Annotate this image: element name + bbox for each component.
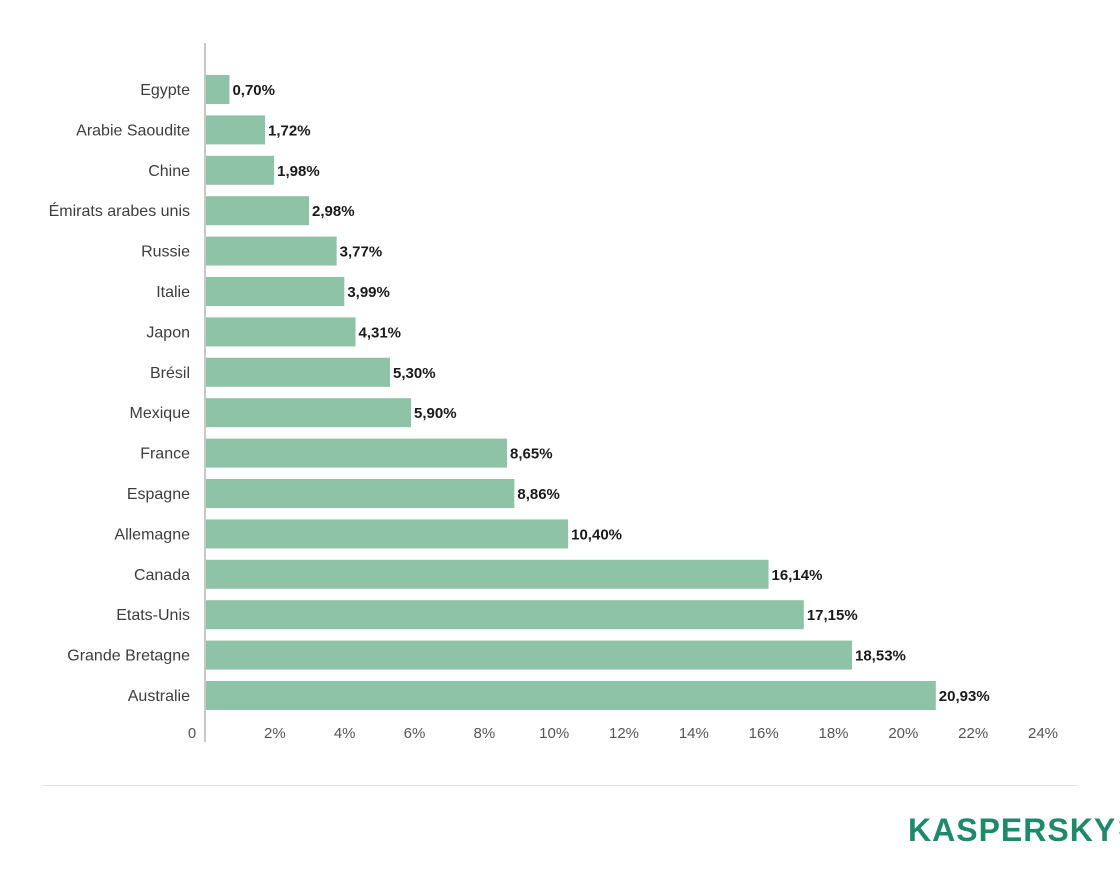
- category-label: Émirats arabes unis: [49, 201, 190, 220]
- x-tick-label: 14%: [679, 725, 709, 742]
- category-label: Mexique: [130, 405, 191, 422]
- value-label: 5,30%: [393, 365, 436, 382]
- x-tick-label: 20%: [888, 725, 918, 742]
- category-label: Australie: [128, 688, 190, 705]
- category-label: France: [140, 446, 190, 463]
- bar-4: [206, 236, 337, 266]
- x-tick-label: 16%: [749, 725, 779, 742]
- value-label: 3,99%: [347, 284, 390, 301]
- bar-12: [206, 559, 769, 589]
- bar-11: [206, 519, 569, 549]
- x-tick-label: 2%: [264, 725, 286, 742]
- category-label: Japon: [146, 324, 190, 341]
- value-label: 1,72%: [268, 122, 311, 139]
- category-label: Allemagne: [114, 526, 190, 543]
- bar-0: [206, 75, 230, 104]
- footer-divider: [42, 785, 1078, 786]
- bar-3: [206, 196, 310, 226]
- category-label: Brésil: [150, 365, 190, 382]
- x-tick-label: 10%: [539, 725, 569, 742]
- category-label: Espagne: [127, 486, 190, 503]
- x-tick-label: 0: [188, 725, 196, 742]
- x-tick-label: 4%: [334, 725, 356, 742]
- bar-2: [206, 155, 275, 185]
- value-label: 0,70%: [232, 82, 275, 99]
- category-label: Egypte: [140, 82, 190, 99]
- value-label: 10,40%: [571, 526, 622, 543]
- value-label: 8,86%: [517, 486, 560, 503]
- value-label: 20,93%: [939, 688, 990, 705]
- value-label: 2,98%: [312, 203, 355, 220]
- bar-6: [206, 317, 356, 347]
- value-label: 4,31%: [358, 324, 401, 341]
- category-label: Chine: [148, 163, 190, 180]
- category-label: Etats-Unis: [116, 607, 190, 624]
- value-label: 8,65%: [510, 446, 553, 463]
- x-tick-label: 6%: [404, 725, 426, 742]
- value-label: 16,14%: [772, 567, 823, 584]
- x-tick-label: 18%: [818, 725, 848, 742]
- value-label: 5,90%: [414, 405, 457, 422]
- category-label: Canada: [134, 567, 190, 584]
- bar-5: [206, 277, 345, 306]
- value-label: 17,15%: [807, 607, 858, 624]
- bar-15: [206, 681, 936, 710]
- x-tick-label: 24%: [1028, 725, 1058, 742]
- bar-13: [206, 600, 804, 630]
- logo-text: KASPERSKY: [908, 812, 1117, 848]
- category-label: Grande Bretagne: [67, 648, 190, 665]
- value-label: 1,98%: [277, 163, 320, 180]
- bar-chart: Egypte Arabie Saoudite Chine Émirats arabes…: [49, 43, 1058, 742]
- category-label: Russie: [141, 244, 190, 261]
- x-tick-label: 22%: [958, 725, 988, 742]
- kaspersky-logo: KASPERSKY lab: [908, 812, 1120, 852]
- x-tick-label: 8%: [473, 725, 495, 742]
- bar-14: [206, 640, 853, 670]
- bar-1: [206, 115, 266, 145]
- category-label: Italie: [156, 284, 190, 301]
- x-tick-label: 12%: [609, 725, 639, 742]
- bar-9: [206, 438, 508, 468]
- category-label: Arabie Saoudite: [76, 122, 190, 139]
- value-label: 3,77%: [340, 244, 383, 261]
- bar-8: [206, 398, 412, 428]
- value-label: 18,53%: [855, 648, 906, 665]
- bar-10: [206, 479, 515, 508]
- bar-7: [206, 357, 391, 387]
